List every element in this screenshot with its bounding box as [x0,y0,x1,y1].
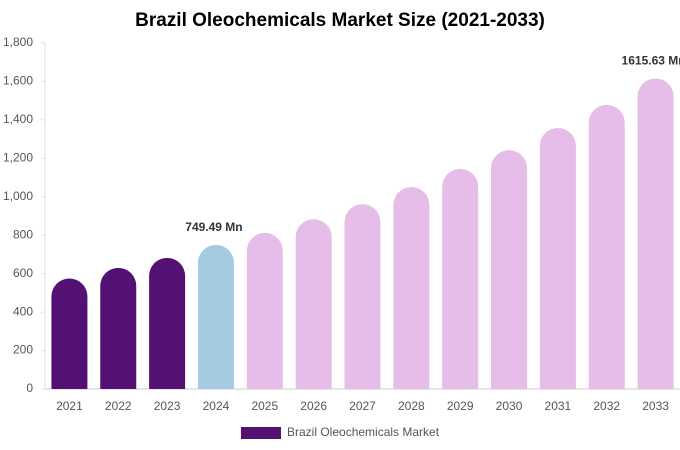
bar [442,168,479,389]
x-tick-label: 2029 [447,399,474,413]
x-tick-label: 2026 [300,399,327,413]
value-label: 1615.63 Mn [622,54,680,68]
y-tick-label: 200 [13,343,33,357]
y-tick-label: 1,000 [3,189,33,203]
x-tick-label: 2023 [154,399,181,413]
bar [539,127,576,390]
value-label: 749.49 Mn [185,220,242,234]
x-tick-label: 2031 [545,399,572,413]
y-tick-label: 1,800 [3,35,33,49]
y-tick-label: 1,400 [3,112,33,126]
x-tick-label: 2030 [496,399,523,413]
x-tick-label: 2022 [105,399,132,413]
x-tick-label: 2024 [203,399,230,413]
x-tick-label: 2032 [593,399,620,413]
legend-label: Brazil Oleochemicals Market [287,425,440,439]
y-tick-label: 0 [26,381,33,395]
x-tick-label: 2025 [251,399,278,413]
bar [100,267,137,389]
x-tick-label: 2027 [349,399,376,413]
y-tick-label: 400 [13,304,33,318]
y-tick-label: 800 [13,227,33,241]
y-tick-label: 1,200 [3,151,33,165]
bar [491,150,528,389]
bar [393,186,430,389]
bar [51,278,88,389]
bar [295,219,332,389]
bar [588,104,625,389]
legend-swatch [241,427,281,439]
bar [149,257,186,389]
bar [637,78,674,390]
x-tick-label: 2021 [56,399,83,413]
y-tick-label: 600 [13,266,33,280]
y-tick-label: 1,600 [3,74,33,88]
chart-title: Brazil Oleochemicals Market Size (2021-2… [135,10,545,31]
bar [344,204,381,389]
x-tick-label: 2033 [642,399,669,413]
bar [197,244,234,389]
bar [246,232,283,389]
x-tick-label: 2028 [398,399,425,413]
